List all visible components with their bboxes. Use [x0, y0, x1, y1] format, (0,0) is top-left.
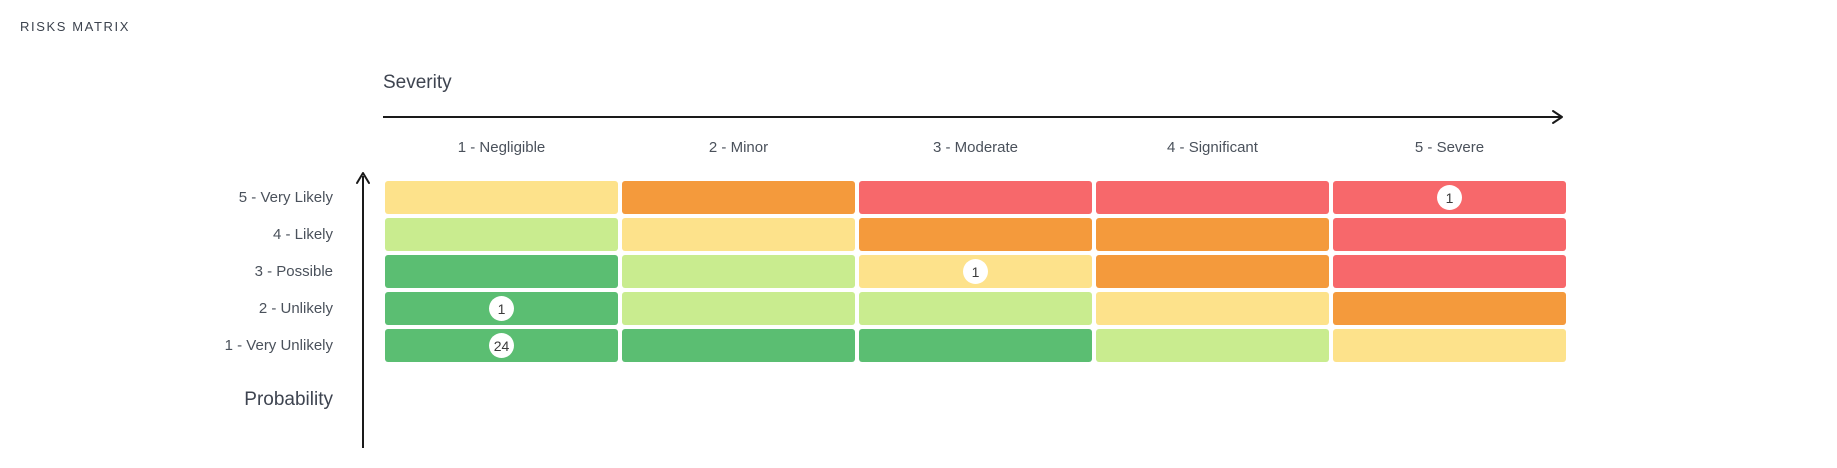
- severity-header-1: 1 - Negligible: [457, 139, 546, 156]
- severity-header-3: 3 - Moderate: [932, 139, 1019, 156]
- matrix-cell-p4-s2[interactable]: [622, 218, 855, 251]
- severity-header-4: 4 - Significant: [1167, 139, 1258, 156]
- probability-label-1: 1 - Very Unlikely: [224, 337, 333, 354]
- matrix-cell-p1-s3[interactable]: [859, 329, 1092, 362]
- probability-label-2: 2 - Unlikely: [258, 300, 333, 317]
- probability-level-labels: 5 - Very Likely 4 - Likely 3 - Possible 2 -…: [60, 181, 333, 366]
- probability-label-5: 5 - Very Likely: [238, 189, 333, 206]
- matrix-cell-p2-s5[interactable]: [1333, 292, 1566, 325]
- severity-axis-arrow: [383, 110, 1563, 124]
- matrix-cell-p3-s4[interactable]: [1096, 255, 1329, 288]
- matrix-cell-p5-s4[interactable]: [1096, 181, 1329, 214]
- severity-header-5: 5 - Severe: [1414, 139, 1485, 156]
- matrix-cell-p5-s3[interactable]: [859, 181, 1092, 214]
- matrix-cell-p2-s3[interactable]: [859, 292, 1092, 325]
- matrix-cell-p4-s1[interactable]: [385, 218, 618, 251]
- matrix-cell-p2-s4[interactable]: [1096, 292, 1329, 325]
- matrix-cell-p3-s2[interactable]: [622, 255, 855, 288]
- severity-axis-label: Severity: [383, 72, 452, 93]
- risk-count-badge[interactable]: 24: [489, 333, 514, 358]
- matrix-cell-p3-s3[interactable]: 1: [859, 255, 1092, 288]
- matrix-cell-p5-s2[interactable]: [622, 181, 855, 214]
- risk-count-badge[interactable]: 1: [1437, 185, 1462, 210]
- probability-axis-label: Probability: [244, 389, 333, 410]
- severity-level-headers: 1 - Negligible 2 - Minor 3 - Moderate 4 - S…: [385, 139, 1566, 157]
- matrix-cell-p4-s4[interactable]: [1096, 218, 1329, 251]
- widget-title: RISKS MATRIX: [20, 19, 130, 34]
- probability-label-4: 4 - Likely: [272, 226, 333, 243]
- risk-count-badge[interactable]: 1: [489, 296, 514, 321]
- matrix-cell-p4-s3[interactable]: [859, 218, 1092, 251]
- matrix-cell-p2-s2[interactable]: [622, 292, 855, 325]
- matrix-cell-p3-s5[interactable]: [1333, 255, 1566, 288]
- matrix-cell-p1-s1[interactable]: 24: [385, 329, 618, 362]
- probability-label-3: 3 - Possible: [254, 263, 333, 280]
- severity-header-2: 2 - Minor: [708, 139, 769, 156]
- matrix-cell-p5-s1[interactable]: [385, 181, 618, 214]
- probability-axis-arrow: [356, 172, 370, 448]
- matrix-cell-p1-s4[interactable]: [1096, 329, 1329, 362]
- matrix-cell-p4-s5[interactable]: [1333, 218, 1566, 251]
- risk-matrix-grid: 1 1 1 24: [385, 181, 1566, 362]
- matrix-cell-p3-s1[interactable]: [385, 255, 618, 288]
- matrix-cell-p2-s1[interactable]: 1: [385, 292, 618, 325]
- matrix-cell-p1-s5[interactable]: [1333, 329, 1566, 362]
- matrix-cell-p1-s2[interactable]: [622, 329, 855, 362]
- risk-count-badge[interactable]: 1: [963, 259, 988, 284]
- matrix-cell-p5-s5[interactable]: 1: [1333, 181, 1566, 214]
